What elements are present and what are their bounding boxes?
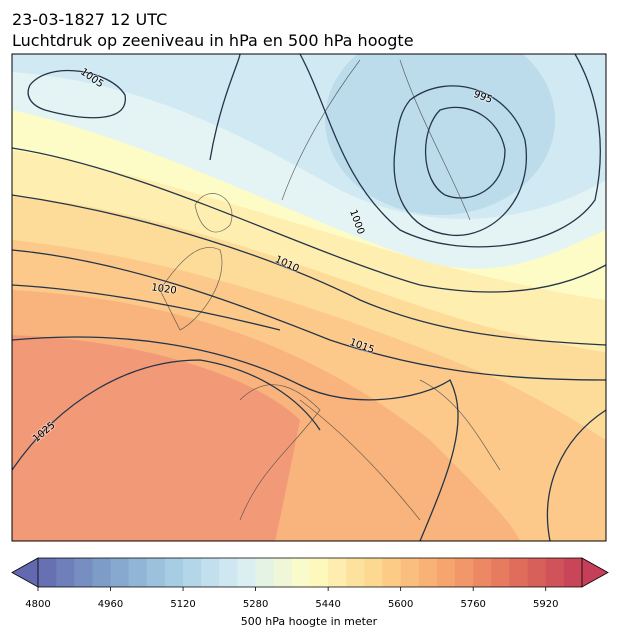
coastline [159,59,501,521]
colorbar: 4800 4960 5120 5280 5440 5600 5760 5920 [11,557,609,610]
colorbar-cell [110,558,130,587]
isobar [12,336,459,541]
colorbar-outline [38,557,582,588]
colorbar-cell [273,558,293,587]
time-title: 23-03-1827 12 UTC [12,10,167,29]
colorbar-cell [92,558,112,587]
colorbar-cell [237,558,257,587]
colorbar-label: 500 hPa hoogte in meter [241,615,378,628]
colorbar-tick-label: 5280 [243,599,268,610]
colorbar-cell [418,558,438,587]
isobar [12,194,606,346]
colorbar-cell [400,558,420,587]
isobar [393,85,528,237]
colorbar-tick-label: 5920 [533,599,558,610]
colorbar-cell [328,558,347,587]
colorbar-tick-label: 5760 [460,599,485,610]
colorbar-cell [527,558,547,587]
colorbar-tick-label: 4800 [25,599,50,610]
colorbar-tick-label: 5120 [170,599,195,610]
isobar [12,249,606,381]
isobar [12,359,321,471]
map-frame [11,53,607,542]
colorbar-cell [491,558,510,587]
colorbar-cell [364,558,384,587]
map [12,54,606,541]
colorbar-cell [128,558,148,587]
colorbar-cell [436,558,456,587]
colorbar-cell [346,558,365,587]
colorbar-cell [219,558,238,587]
colorbar-cell [563,558,583,587]
isobar [209,54,601,248]
colorbar-cell [183,558,202,587]
colorbar-cell [291,558,311,587]
colorbar-tick-label: 5440 [315,599,340,610]
isobar [424,106,506,199]
colorbar-cell [473,558,492,587]
colorbar-cell [201,558,220,587]
colorbar-cell [509,558,529,587]
colorbar-cell [310,558,329,587]
colorbar-extend [11,557,39,588]
colorbar-extend [581,557,609,588]
colorbar-tick-label: 4960 [98,599,123,610]
colorbar-cell [146,558,166,587]
map-title: Luchtdruk op zeeniveau in hPa en 500 hPa… [12,31,414,50]
colorbar-cell [56,558,75,587]
isobar [12,147,606,293]
isobar-label: 1020 [151,282,178,296]
colorbar-cell [164,558,184,587]
isobar [546,409,606,541]
colorbar-tick-label: 5600 [388,599,413,610]
colorbar-cell [255,558,275,587]
colorbar-cell [382,558,402,587]
colorbar-cell [38,558,57,587]
colorbar-cell [74,558,93,587]
isobar [27,69,126,119]
colorbar-cell [545,558,565,587]
colorbar-cell [455,558,474,587]
band [325,54,555,215]
